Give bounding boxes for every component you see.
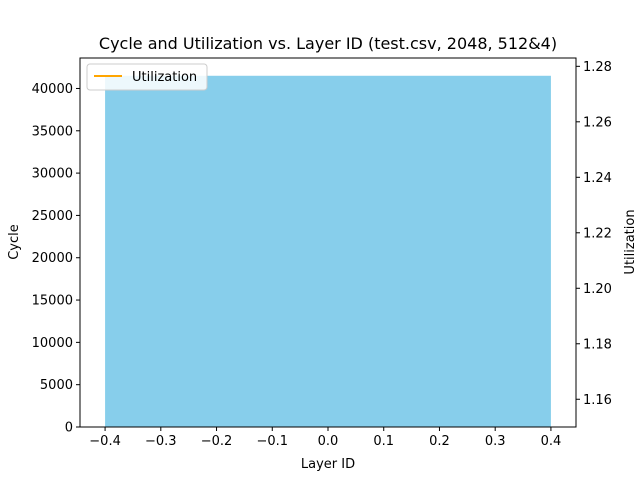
y-axis-label: Cycle <box>7 224 22 260</box>
x-axis-ticks: −0.4 −0.3 −0.2 −0.1 0.0 0.1 0.2 0.3 0.4 <box>89 427 561 449</box>
x-tick-label: 0.3 <box>485 434 506 449</box>
x-axis-label: Layer ID <box>301 457 355 472</box>
y-tick-label: 10000 <box>32 336 73 351</box>
y2-tick-label: 1.22 <box>583 226 612 241</box>
legend: Utilization <box>86 63 208 91</box>
y-tick-label: 25000 <box>32 209 73 224</box>
x-tick-label: −0.4 <box>89 434 121 449</box>
chart-title: Cycle and Utilization vs. Layer ID (test… <box>99 34 557 53</box>
y2-tick-label: 1.20 <box>583 282 612 297</box>
y2-tick-label: 1.16 <box>583 393 612 408</box>
y-tick-label: 40000 <box>32 82 73 97</box>
x-tick-label: 0.1 <box>373 434 394 449</box>
y-tick-label: 15000 <box>32 294 73 309</box>
y-tick-label: 30000 <box>32 167 73 182</box>
y-tick-label: 35000 <box>32 124 73 139</box>
y2-tick-label: 1.26 <box>583 115 612 130</box>
bar-layer <box>105 75 551 427</box>
y-axis-ticks: 0 5000 10000 15000 20000 25000 30000 35000 40000 <box>32 82 80 436</box>
x-tick-label: −0.2 <box>201 434 233 449</box>
bar-cycle <box>105 75 551 427</box>
y2-tick-label: 1.28 <box>583 60 612 75</box>
y-tick-label: 20000 <box>32 251 73 266</box>
x-tick-label: 0.2 <box>429 434 450 449</box>
x-tick-label: 0.0 <box>318 434 339 449</box>
y2-axis-label: Utilization <box>623 209 638 274</box>
y2-tick-label: 1.18 <box>583 337 612 352</box>
y-tick-label: 5000 <box>40 378 73 393</box>
legend-box <box>86 63 208 91</box>
legend-label-utilization: Utilization <box>132 70 197 85</box>
y2-tick-label: 1.24 <box>583 171 612 186</box>
x-tick-label: −0.3 <box>145 434 177 449</box>
y2-axis-ticks: 1.16 1.18 1.20 1.22 1.24 1.26 1.28 <box>576 60 612 408</box>
y-tick-label: 0 <box>65 421 73 436</box>
x-tick-label: −0.1 <box>256 434 288 449</box>
x-tick-label: 0.4 <box>541 434 562 449</box>
